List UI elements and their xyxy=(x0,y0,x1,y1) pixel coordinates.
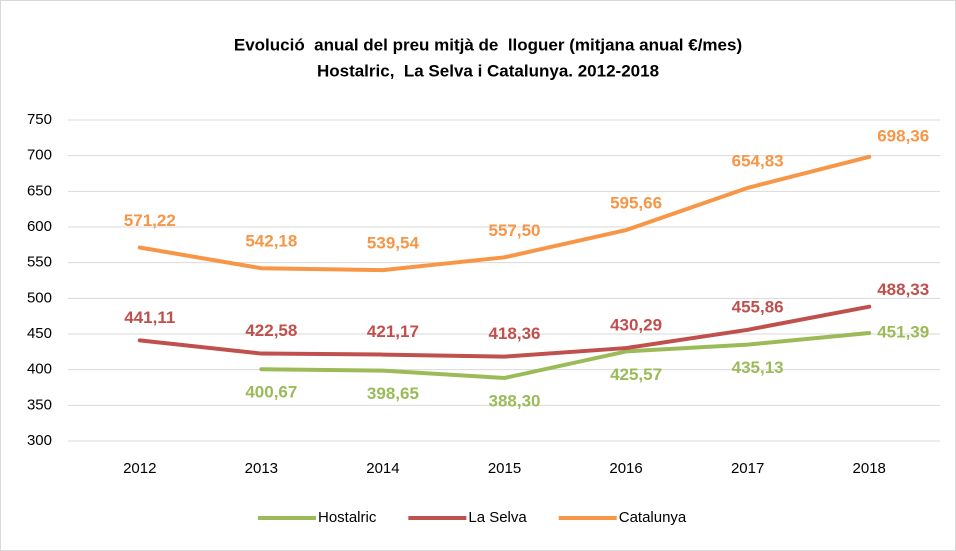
line-series xyxy=(137,154,872,273)
x-tick-label: 2018 xyxy=(853,460,886,477)
data-label: 398,65 xyxy=(367,384,419,403)
x-tick-label: 2013 xyxy=(245,460,278,477)
line-series xyxy=(259,331,872,381)
legend-label: La Selva xyxy=(468,509,527,526)
y-tick-label: 300 xyxy=(27,432,52,449)
x-tick-label: 2014 xyxy=(366,460,399,477)
data-label: 451,39 xyxy=(877,322,929,341)
line-series xyxy=(137,304,872,359)
data-label: 455,86 xyxy=(732,297,784,316)
y-tick-label: 400 xyxy=(27,361,52,378)
legend-label: Catalunya xyxy=(619,509,687,526)
data-label: 422,58 xyxy=(245,321,297,340)
data-label: 400,67 xyxy=(245,383,297,402)
data-label: 388,30 xyxy=(489,391,541,410)
y-tick-label: 700 xyxy=(27,147,52,164)
y-tick-label: 650 xyxy=(27,182,52,199)
data-label: 418,36 xyxy=(489,324,541,343)
y-tick-label: 750 xyxy=(27,111,52,128)
data-label: 441,11 xyxy=(124,308,175,327)
y-tick-label: 450 xyxy=(27,325,52,342)
chart-title: Hostalric, La Selva i Catalunya. 2012-20… xyxy=(317,61,659,80)
y-tick-label: 550 xyxy=(27,254,52,271)
legend-label: Hostalric xyxy=(318,509,377,526)
data-label: 557,50 xyxy=(489,221,541,240)
x-tick-label: 2016 xyxy=(609,460,642,477)
data-label: 595,66 xyxy=(610,194,662,213)
data-label: 435,13 xyxy=(732,358,784,377)
chart-title: Evolució anual del preu mitjà de lloguer… xyxy=(234,35,742,54)
data-label: 571,22 xyxy=(124,211,176,230)
data-label: 654,83 xyxy=(732,151,784,170)
x-tick-label: 2015 xyxy=(488,460,521,477)
data-label: 430,29 xyxy=(610,316,662,335)
data-label: 425,57 xyxy=(610,365,662,384)
data-label: 539,54 xyxy=(367,234,420,253)
data-label: 421,17 xyxy=(367,322,419,341)
y-tick-label: 600 xyxy=(27,218,52,235)
x-tick-label: 2012 xyxy=(123,460,156,477)
data-label: 542,18 xyxy=(245,232,297,251)
y-tick-label: 500 xyxy=(27,289,52,306)
x-tick-label: 2017 xyxy=(731,460,764,477)
y-tick-label: 350 xyxy=(27,396,52,413)
data-label: 698,36 xyxy=(877,126,929,145)
data-label: 488,33 xyxy=(877,280,929,299)
